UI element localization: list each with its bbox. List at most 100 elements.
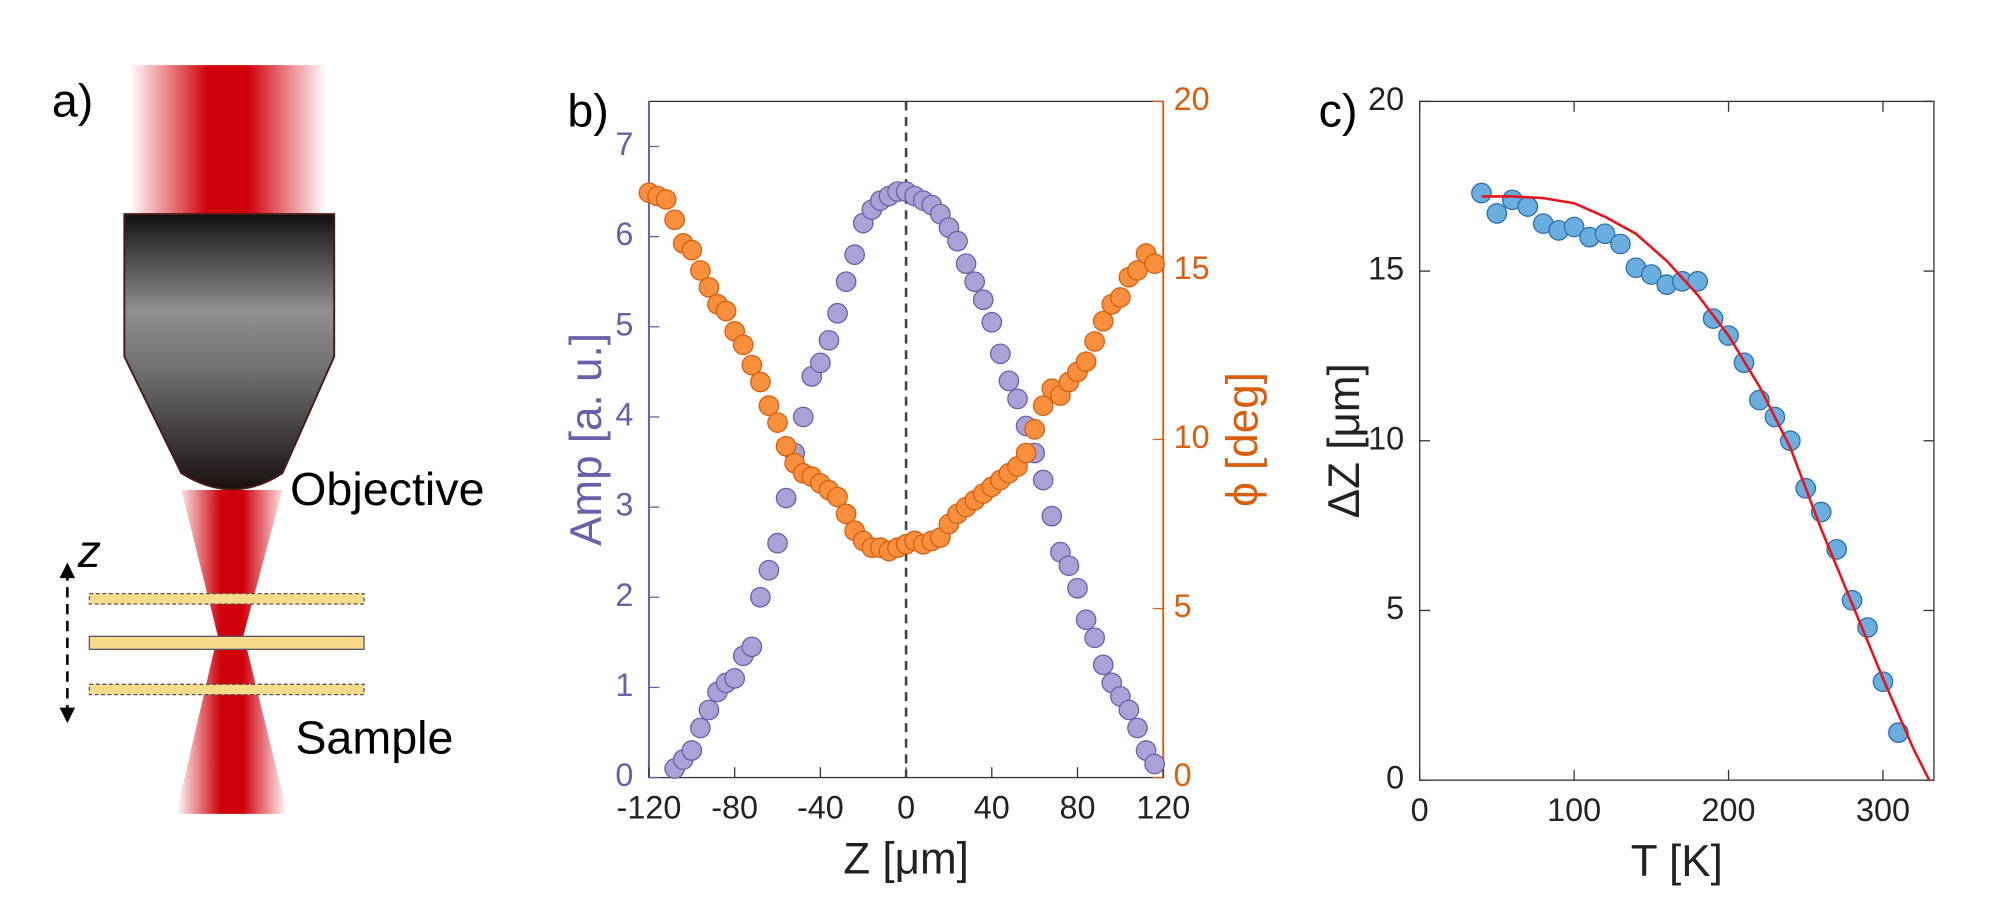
- data-point: [758, 395, 780, 417]
- panel-label: c): [1319, 85, 1358, 137]
- x-tick-label: -120: [617, 789, 682, 825]
- data-point: [964, 271, 986, 293]
- data-point: [1594, 223, 1616, 245]
- y-tick-label: 0: [615, 757, 633, 793]
- data-point: [715, 300, 737, 322]
- data-point: [741, 636, 763, 658]
- data-point: [1471, 182, 1492, 204]
- y-axis-label: Amp [a. u.]: [562, 333, 611, 546]
- data-point: [1084, 627, 1106, 649]
- data-point: [947, 230, 968, 252]
- objective-label: Objective: [290, 463, 484, 515]
- data-point: [998, 370, 1020, 392]
- data-point: [1144, 753, 1166, 775]
- x-tick-label: 200: [1702, 792, 1756, 828]
- y-tick-label: 2: [615, 577, 633, 613]
- y-tick-label: 5: [615, 306, 633, 342]
- x-tick-label: 120: [1136, 789, 1190, 825]
- panel-label: b): [567, 85, 608, 137]
- data-point: [1075, 609, 1097, 631]
- data-point: [775, 435, 797, 457]
- z-label: z: [77, 525, 101, 577]
- data-point: [955, 253, 977, 275]
- y-tick-label: 15: [1368, 251, 1404, 287]
- data-point: [732, 334, 754, 356]
- data-point: [664, 209, 686, 231]
- y-tick-label: 7: [615, 126, 633, 162]
- data-point: [1015, 442, 1037, 464]
- data-point: [1058, 555, 1080, 577]
- data-point: [990, 343, 1011, 365]
- data-point: [767, 532, 788, 554]
- data-point: [818, 329, 840, 351]
- sample-lower: [88, 683, 365, 696]
- data-point: [1092, 310, 1114, 332]
- data-point: [1872, 671, 1894, 693]
- data-point: [690, 260, 711, 281]
- data-point: [1144, 253, 1166, 275]
- data-point: [827, 302, 848, 324]
- x-tick-label: 40: [974, 789, 1010, 825]
- data-point: [1563, 216, 1585, 238]
- sample-label: Sample: [295, 712, 453, 764]
- x-tick-label: 300: [1856, 792, 1910, 828]
- panel-label: a): [52, 74, 93, 126]
- y2-tick-label: 15: [1174, 250, 1210, 286]
- y-tick-label: 0: [1386, 760, 1404, 796]
- data-point: [827, 486, 848, 508]
- objective-lens: [123, 213, 336, 491]
- data-point: [1075, 351, 1097, 373]
- data-point: [835, 503, 857, 525]
- data-point: [810, 352, 831, 374]
- x-axis-label: T [K]: [1631, 837, 1723, 886]
- data-point: [835, 271, 857, 293]
- x-tick-label: 80: [1059, 789, 1095, 825]
- data-point: [792, 406, 814, 428]
- y-tick-label: 10: [1368, 420, 1404, 456]
- data-point: [1032, 395, 1054, 417]
- y-tick-label: 4: [615, 396, 633, 432]
- data-point: [1067, 577, 1088, 599]
- y2-tick-label: 10: [1174, 419, 1210, 455]
- y-tick-label: 1: [615, 667, 633, 703]
- data-point: [690, 717, 711, 739]
- data-point: [1486, 203, 1508, 224]
- data-point: [1841, 589, 1863, 611]
- data-point: [981, 311, 1003, 333]
- data-point: [741, 354, 763, 376]
- data-point: [972, 289, 994, 311]
- sample: [88, 635, 365, 650]
- x-tick-label: -80: [711, 789, 758, 825]
- data-point: [1127, 717, 1148, 739]
- data-point: [698, 276, 720, 298]
- data-point: [681, 740, 703, 761]
- y2-tick-label: 20: [1174, 81, 1210, 117]
- x-tick-label: 100: [1547, 792, 1601, 828]
- data-point: [1007, 388, 1028, 410]
- x-tick-label: -40: [797, 789, 844, 825]
- data-point: [767, 412, 788, 433]
- y2-tick-label: 0: [1174, 757, 1192, 793]
- data-point: [750, 371, 771, 393]
- data-point: [750, 586, 771, 608]
- y-axis-label: ΔZ [μm]: [1320, 363, 1369, 518]
- data-point: [1610, 233, 1631, 255]
- x-tick-label: 0: [1411, 792, 1429, 828]
- data-point: [1687, 270, 1709, 292]
- data-point: [775, 487, 797, 509]
- focused-beam: [176, 489, 288, 814]
- data-point: [1032, 469, 1054, 491]
- data-point: [1517, 196, 1539, 217]
- setup-diagram: a) Objective Sample z: [52, 65, 485, 814]
- y-tick-label: 3: [615, 487, 633, 523]
- sample-upper: [88, 592, 365, 605]
- fit-line: [1481, 195, 1931, 781]
- data-point: [1084, 331, 1106, 352]
- x-axis-label: Z [μm]: [843, 834, 969, 883]
- laser-beam: [129, 65, 327, 218]
- data-point: [698, 699, 720, 721]
- y-tick-label: 20: [1368, 81, 1404, 117]
- y2-tick-label: 5: [1174, 588, 1192, 624]
- data-point: [1024, 418, 1046, 440]
